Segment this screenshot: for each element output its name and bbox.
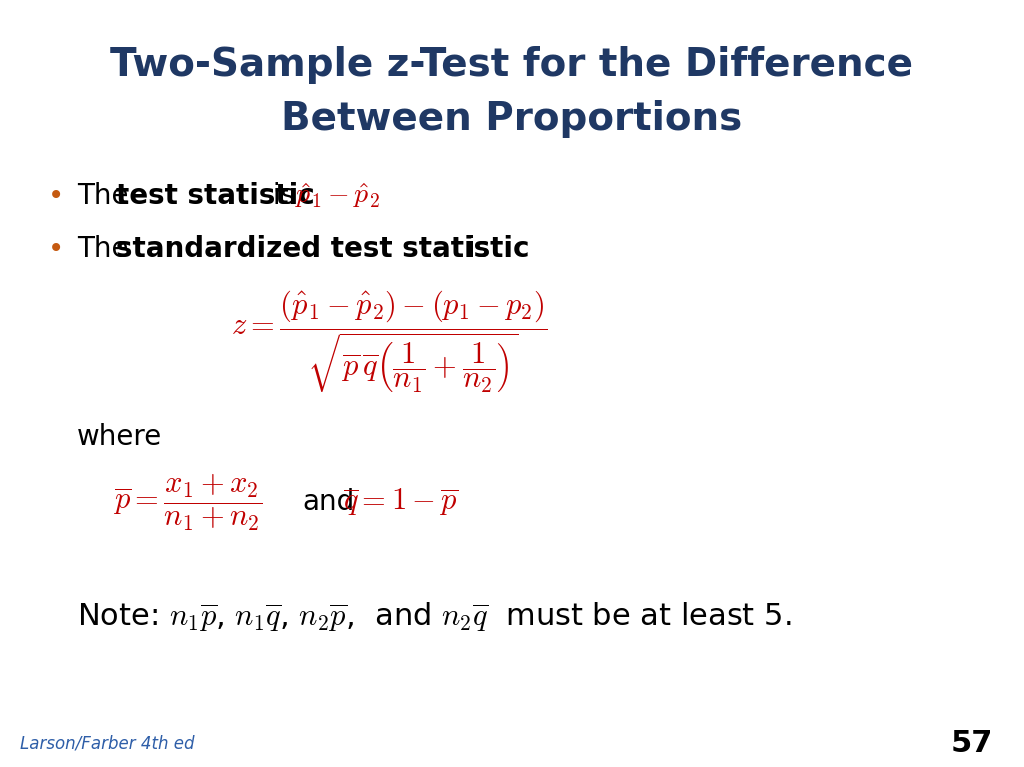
Text: The: The — [77, 235, 137, 263]
Text: 57: 57 — [951, 729, 993, 759]
Text: $\overline{q} = 1 - \overline{p}$: $\overline{q} = 1 - \overline{p}$ — [343, 486, 458, 518]
Text: Larson/Farber 4th ed: Larson/Farber 4th ed — [20, 735, 195, 753]
Text: $\overline{p} = \dfrac{x_1+x_2}{n_1+n_2}$: $\overline{p} = \dfrac{x_1+x_2}{n_1+n_2}… — [113, 472, 262, 533]
Text: is: is — [459, 235, 489, 263]
Text: $z = \dfrac{(\hat{p}_1 - \hat{p}_2)-(p_1 - p_2)}{\sqrt{\overline{p}\,\overline{q: $z = \dfrac{(\hat{p}_1 - \hat{p}_2)-(p_1… — [231, 288, 547, 394]
Text: Note: $n_1\overline{p}$, $n_1\overline{q}$, $n_2\overline{p}$,  and $n_2\overlin: Note: $n_1\overline{p}$, $n_1\overline{q… — [77, 601, 792, 634]
Text: Two-Sample z-Test for the Difference: Two-Sample z-Test for the Difference — [111, 46, 913, 84]
Text: where: where — [77, 423, 162, 451]
Text: The: The — [77, 182, 137, 209]
Text: •: • — [48, 235, 65, 263]
Text: Between Proportions: Between Proportions — [282, 100, 742, 138]
Text: •: • — [48, 182, 65, 209]
Text: standardized test statistic: standardized test statistic — [116, 235, 529, 263]
Text: test statistic: test statistic — [116, 182, 314, 209]
Text: is: is — [264, 182, 304, 209]
Text: and: and — [302, 489, 354, 516]
Text: $\hat{p}_1 - \hat{p}_2$: $\hat{p}_1 - \hat{p}_2$ — [295, 181, 380, 210]
